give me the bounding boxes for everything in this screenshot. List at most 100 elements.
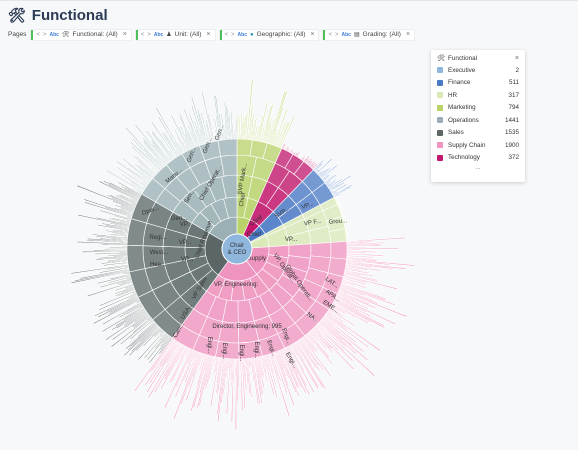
legend-item-value: 511 bbox=[508, 79, 519, 87]
pages-shelf: Pages < > Abc 🛠 Functional: (All) × < > … bbox=[8, 29, 419, 40]
segment-label: VP... bbox=[180, 222, 193, 228]
tools-icon: 🛠 bbox=[437, 55, 445, 62]
segment-label: Regi... bbox=[149, 235, 167, 241]
filter-pill-geographic[interactable]: < > Abc ● Geographic: (All) × bbox=[219, 29, 319, 40]
sunburst-segment[interactable] bbox=[330, 241, 348, 260]
chevron-left-icon[interactable]: < bbox=[224, 31, 229, 38]
segment-label: Engi... bbox=[265, 340, 277, 358]
legend-item-value: 372 bbox=[508, 154, 519, 162]
chevron-right-icon[interactable]: > bbox=[231, 31, 235, 38]
org-icon: ♟ bbox=[166, 32, 172, 38]
legend-swatch bbox=[437, 92, 443, 99]
segment-label: Engi... bbox=[238, 344, 244, 361]
filter-pill-unit[interactable]: < > Abc ♟ Unit: (All) × bbox=[135, 29, 215, 40]
segment-label: Gen... bbox=[171, 216, 188, 222]
legend-header: 🛠 Functional × bbox=[431, 50, 525, 64]
segment-label: Gen... bbox=[202, 137, 213, 155]
segment-label: VP, Engineering: bbox=[214, 282, 259, 288]
segment-label: VP... bbox=[301, 201, 315, 211]
sunburst-ray[interactable] bbox=[235, 119, 238, 142]
legend-item[interactable]: Sales 1535 bbox=[431, 127, 525, 140]
segment-label: Grou... bbox=[329, 218, 348, 226]
legend-swatch bbox=[437, 142, 443, 149]
legend-item-name: Finance bbox=[448, 79, 471, 87]
segment-label: West... bbox=[150, 250, 169, 256]
close-icon[interactable]: × bbox=[405, 31, 411, 38]
abc-icon: Abc bbox=[49, 31, 59, 38]
legend-item-value: 1441 bbox=[504, 116, 519, 124]
close-icon[interactable]: × bbox=[310, 31, 315, 38]
legend-swatch bbox=[437, 79, 443, 86]
filter-pill-functional[interactable]: < > Abc 🛠 Functional: (All) × bbox=[31, 29, 131, 40]
legend-item-name: HR bbox=[448, 91, 458, 99]
sunburst-segment[interactable] bbox=[126, 244, 146, 273]
chevron-right-icon[interactable]: > bbox=[147, 31, 151, 38]
sunburst-segment[interactable] bbox=[310, 242, 332, 259]
sunburst-inner-rings bbox=[126, 138, 348, 360]
legend-swatch bbox=[437, 104, 443, 111]
close-icon[interactable]: × bbox=[514, 54, 519, 62]
segment-label: VP... bbox=[285, 237, 298, 243]
filter-label: Functional: (All) bbox=[72, 31, 118, 38]
filter-pill-grading[interactable]: < > Abc ▤ Grading: (All) × bbox=[323, 29, 415, 40]
legend-item-name: Operations bbox=[448, 116, 479, 124]
legend-item[interactable]: Marketing 794 bbox=[431, 102, 525, 115]
sunburst-ray[interactable] bbox=[344, 251, 367, 254]
legend-item-name: Sales bbox=[448, 129, 464, 137]
page-header: 🛠 Functional bbox=[8, 7, 108, 24]
legend-item-name: Supply Chain bbox=[448, 141, 486, 149]
legend-list: Executive 2 Finance 511 HR 317 Marketing 794 Ope… bbox=[431, 64, 525, 164]
segment-label: Hea... bbox=[150, 262, 166, 268]
chevron-left-icon[interactable]: < bbox=[328, 31, 332, 38]
filter-label: Unit: (All) bbox=[174, 31, 202, 38]
segment-label: Director, Engineering: 995 bbox=[212, 324, 282, 330]
legend-item[interactable]: HR 317 bbox=[431, 89, 525, 102]
sunburst-center[interactable]: Chair & CEO bbox=[221, 233, 253, 265]
legend-item[interactable]: Supply Chain 1900 bbox=[431, 139, 525, 152]
segment-label: VP... bbox=[179, 240, 192, 246]
legend-item-name: Technology bbox=[448, 154, 480, 162]
chevron-left-icon[interactable]: < bbox=[140, 31, 145, 38]
legend-item[interactable]: Executive 2 bbox=[431, 64, 525, 77]
chevron-right-icon[interactable]: > bbox=[335, 31, 339, 38]
segment-label: Chief bbox=[239, 192, 247, 207]
abc-icon: Abc bbox=[153, 31, 164, 38]
filter-label: Grading: (All) bbox=[362, 31, 401, 38]
more-indicator[interactable]: ... bbox=[475, 165, 481, 171]
legend-swatch bbox=[437, 154, 443, 161]
chevron-right-icon[interactable]: > bbox=[42, 31, 47, 38]
segment-label: VP... bbox=[181, 257, 194, 263]
segment-label: VP F... bbox=[304, 218, 323, 227]
close-icon[interactable]: × bbox=[122, 31, 127, 38]
segment-label: Engi... bbox=[280, 328, 292, 346]
tools-icon: 🛠 bbox=[8, 7, 26, 23]
legend-item-value: 1535 bbox=[504, 129, 519, 137]
segment-label: Gen... bbox=[186, 146, 197, 164]
segment-label: Engi... bbox=[206, 336, 212, 353]
legend-swatch bbox=[437, 129, 443, 136]
segment-label: Engi... bbox=[253, 341, 259, 358]
pages-label: Pages bbox=[8, 31, 27, 38]
segment-label: Chief Supply bbox=[232, 256, 266, 262]
legend-item[interactable]: Technology 372 bbox=[431, 152, 525, 165]
legend-item[interactable]: Finance 511 bbox=[431, 77, 525, 90]
close-icon[interactable]: × bbox=[206, 31, 211, 38]
document-icon: ▤ bbox=[353, 32, 360, 38]
globe-icon: ● bbox=[249, 31, 254, 38]
legend-title: Functional bbox=[448, 54, 478, 62]
center-label-line1: Chair bbox=[230, 243, 244, 249]
legend-item[interactable]: Operations 1441 bbox=[431, 114, 525, 127]
sunburst-segment[interactable] bbox=[236, 138, 253, 157]
legend-item-value: 2 bbox=[515, 66, 519, 74]
legend-swatch bbox=[437, 67, 443, 74]
legend-item-value: 317 bbox=[508, 91, 519, 99]
chevron-left-icon[interactable]: < bbox=[36, 31, 40, 38]
sunburst-segment[interactable] bbox=[217, 138, 238, 157]
legend-item-name: Executive bbox=[448, 66, 476, 74]
legend-item-value: 794 bbox=[508, 104, 519, 112]
abc-icon: Abc bbox=[237, 31, 247, 38]
legend-item-value: 1900 bbox=[504, 141, 519, 149]
legend-swatch bbox=[437, 117, 443, 124]
filter-label: Geographic: (All) bbox=[256, 31, 306, 38]
